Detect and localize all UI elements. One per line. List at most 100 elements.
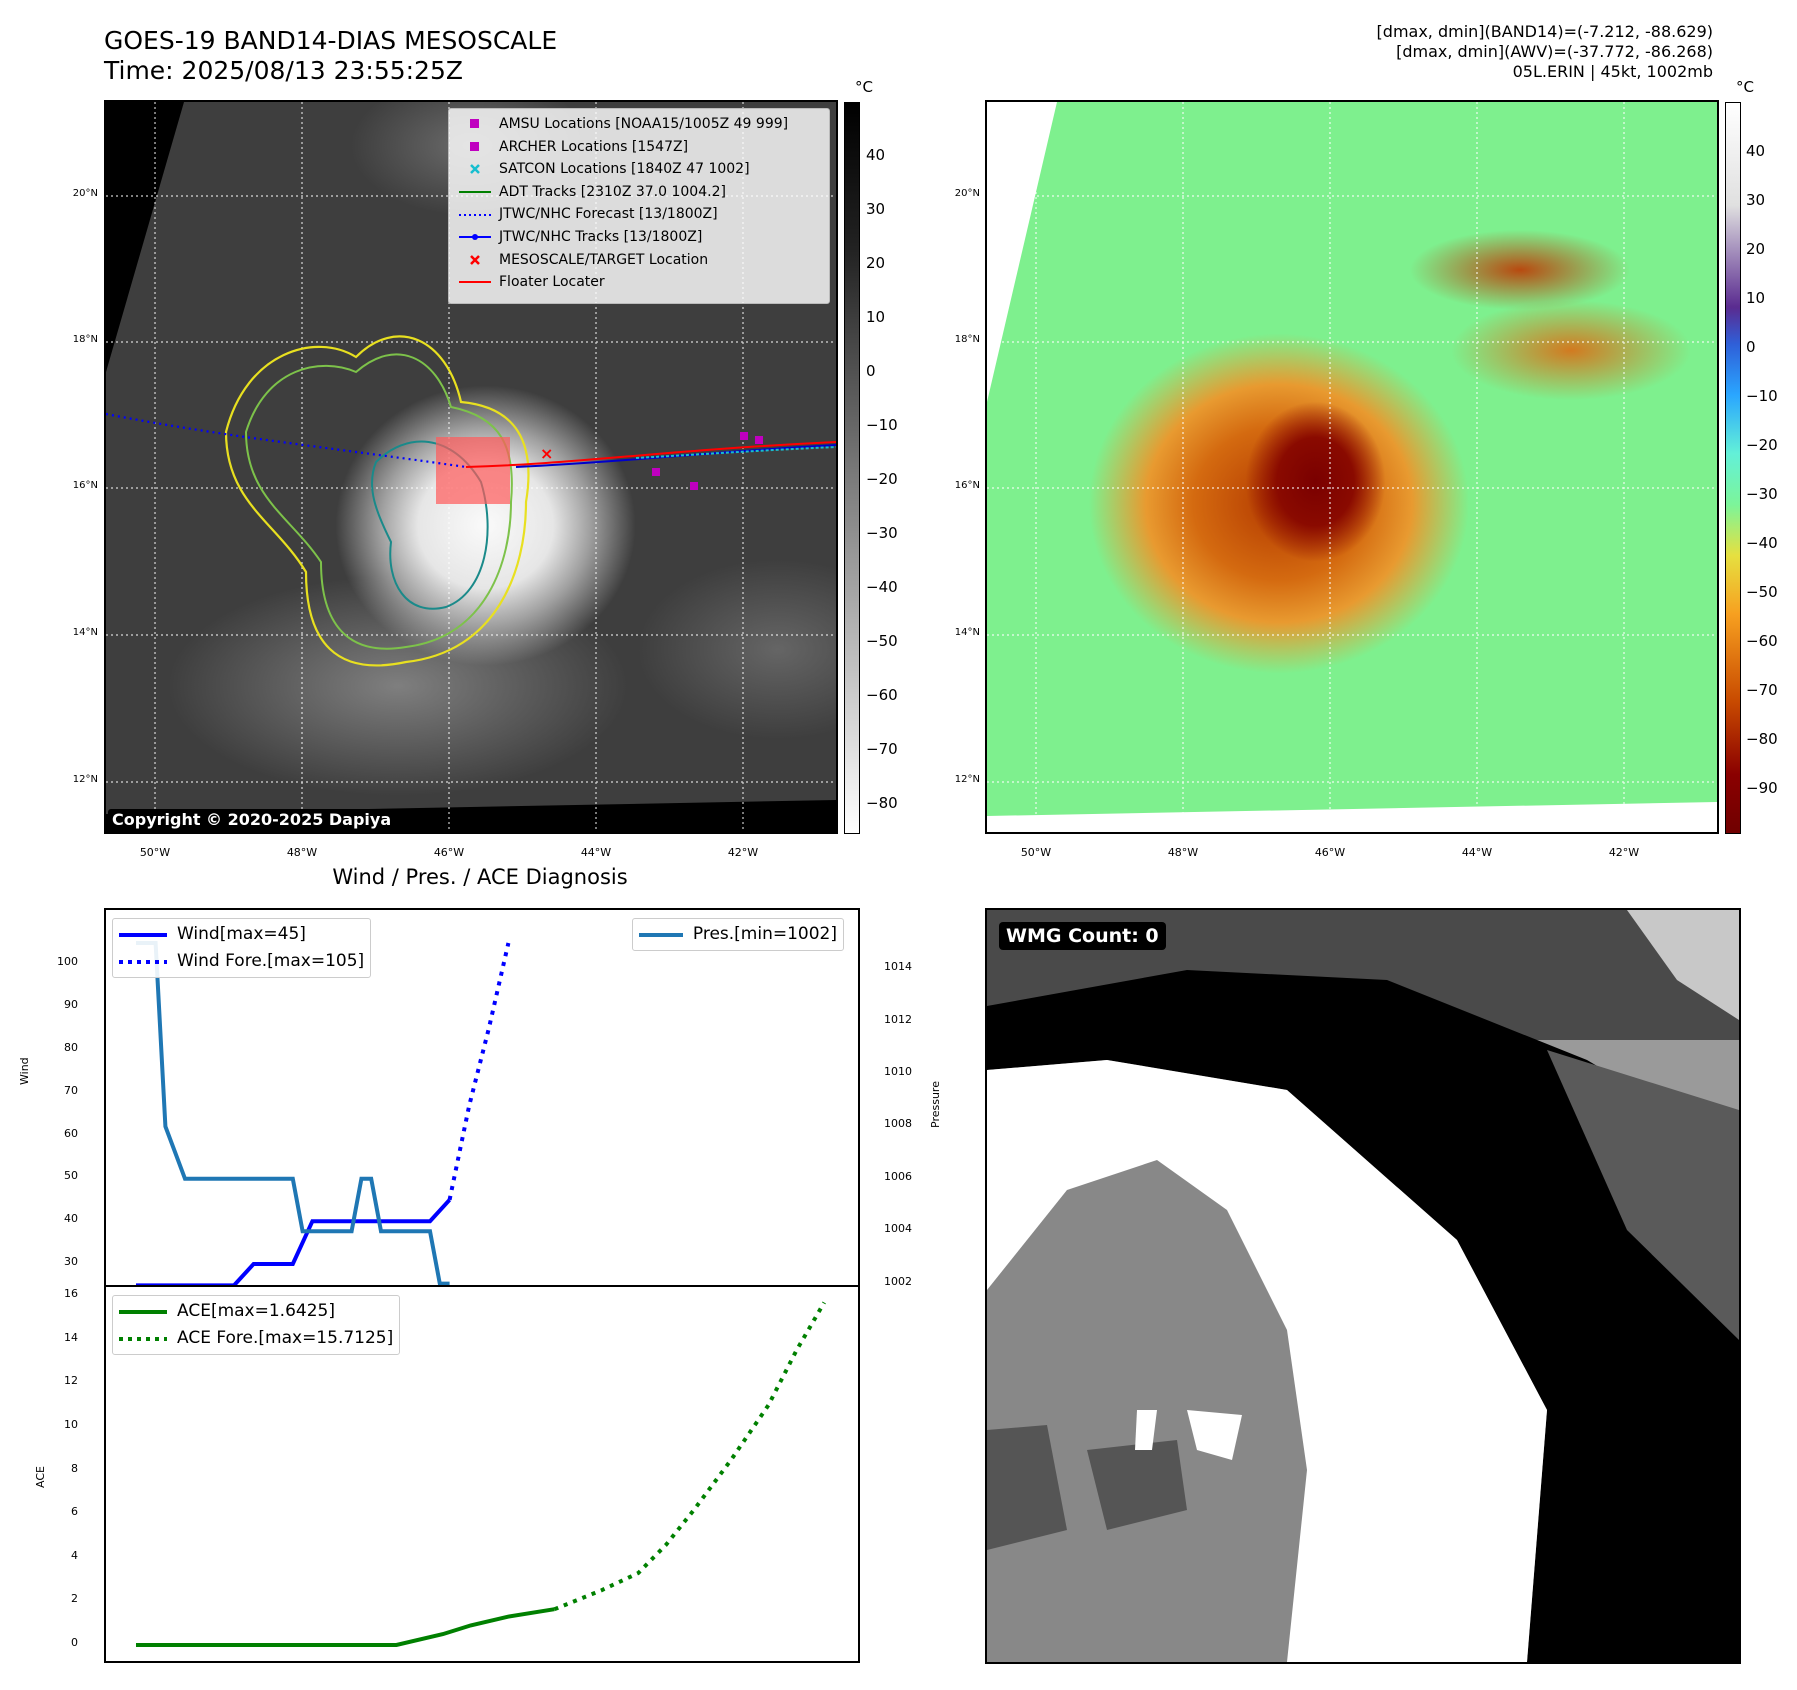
no-data-wedge-top bbox=[987, 102, 1057, 402]
lon-label-50w: 50°W bbox=[1020, 846, 1052, 859]
pressure-tick-label: 1006 bbox=[884, 1169, 912, 1183]
cb-left-tick: 0 bbox=[866, 362, 876, 380]
wind-pressure-svg bbox=[136, 941, 511, 1285]
ace-plot: ACE[max=1.6425] ACE Fore.[max=15.7125] bbox=[104, 1285, 860, 1663]
wind-tick-label: 90 bbox=[64, 998, 78, 1012]
pressure-tick-label: 1004 bbox=[884, 1222, 912, 1236]
mesoscale-box bbox=[436, 437, 510, 504]
legend-item-ace: ACE[max=1.6425] bbox=[119, 1298, 393, 1325]
dotted-line-icon bbox=[119, 1336, 167, 1341]
ace-tick-label: 6 bbox=[71, 1505, 78, 1519]
dotted-line-icon bbox=[459, 212, 491, 218]
wmg-count-badge: WMG Count: 0 bbox=[999, 922, 1166, 950]
wind-tick-label: 80 bbox=[64, 1041, 78, 1054]
wind-legend: Wind[max=45] Wind Fore.[max=105] bbox=[112, 918, 372, 978]
ace-tick-label: 8 bbox=[71, 1461, 78, 1475]
line-dot-icon bbox=[459, 233, 491, 241]
lat-label-18n: 18°N bbox=[72, 334, 98, 345]
ace-legend: ACE[max=1.6425] ACE Fore.[max=15.7125] bbox=[112, 1295, 401, 1355]
copyright-label: Copyright © 2020-2025 Dapiya bbox=[108, 809, 396, 830]
no-data-wedge-top bbox=[106, 102, 184, 372]
cb-left-tick: 40 bbox=[866, 146, 886, 164]
lat-label-14n: 14°N bbox=[72, 627, 98, 638]
cb-left-tick: −50 bbox=[866, 632, 898, 650]
legend-item-forecast: JTWC/NHC Forecast [13/1800Z] bbox=[459, 203, 821, 226]
ace-tick-label: 12 bbox=[64, 1374, 78, 1388]
cb-right-tick: −50 bbox=[1746, 583, 1778, 601]
awv-overlay bbox=[987, 102, 1717, 832]
legend-item-archer: ARCHER Locations [1547Z] bbox=[459, 136, 821, 159]
no-data-strip-bottom bbox=[987, 802, 1717, 832]
ace-tick-label: 16 bbox=[64, 1287, 78, 1301]
x-icon bbox=[459, 254, 491, 266]
graticule bbox=[987, 102, 1717, 832]
cb-right-tick: −60 bbox=[1746, 632, 1778, 650]
cb-left-tick: −70 bbox=[866, 740, 898, 758]
wind-series-line bbox=[136, 1198, 452, 1285]
legend-label: Wind Fore.[max=105] bbox=[177, 951, 365, 971]
cb-left-tick: −40 bbox=[866, 578, 898, 596]
legend-label: JTWC/NHC Forecast [13/1800Z] bbox=[499, 206, 718, 223]
cb-right-tick: 30 bbox=[1746, 191, 1766, 209]
archer-marker-1 bbox=[652, 468, 660, 476]
pressure-tick-label: 1008 bbox=[884, 1117, 912, 1131]
lat-label-12n: 12°N bbox=[954, 774, 980, 785]
x-icon bbox=[459, 163, 491, 175]
lon-label-44w: 44°W bbox=[1461, 846, 1493, 859]
cb-right-tick: −70 bbox=[1746, 681, 1778, 699]
stats-storm: 05L.ERIN | 45kt, 1002mb bbox=[1512, 62, 1713, 81]
ace-forecast-series-line bbox=[553, 1301, 826, 1612]
cb-left-tick: −60 bbox=[866, 686, 898, 704]
ace-tick-label: 10 bbox=[64, 1418, 78, 1431]
legend-item-satcon: SATCON Locations [1840Z 47 1002] bbox=[459, 158, 821, 181]
legend-label: Floater Locater bbox=[499, 274, 605, 291]
title-line-2: Time: 2025/08/13 23:55:25Z bbox=[104, 56, 463, 85]
archer-marker-2 bbox=[690, 482, 698, 490]
wmg-region-darkgray bbox=[1547, 1050, 1739, 1340]
solid-line-icon bbox=[119, 1309, 167, 1314]
dotted-line-icon bbox=[119, 959, 167, 964]
ace-tick-label: 2 bbox=[71, 1592, 78, 1606]
legend-label: ACE Fore.[max=15.7125] bbox=[177, 1328, 394, 1348]
lon-label-44w: 44°W bbox=[580, 846, 612, 859]
contour-green bbox=[244, 353, 513, 650]
pressure-legend: Pres.[min=1002] bbox=[631, 918, 844, 951]
cb-left-tick: 30 bbox=[866, 200, 886, 218]
cb-right-tick: 10 bbox=[1746, 289, 1766, 307]
wmg-corner-light bbox=[1627, 910, 1739, 1020]
legend-label: ADT Tracks [2310Z 37.0 1004.2] bbox=[499, 183, 726, 200]
lat-label-12n: 12°N bbox=[72, 774, 98, 785]
colorbar-right-unit: °C bbox=[1736, 78, 1754, 96]
wmg-patch-dark bbox=[987, 1425, 1067, 1550]
cb-right-tick: −30 bbox=[1746, 485, 1778, 503]
cb-left-tick: −30 bbox=[866, 524, 898, 542]
stats-awv: [dmax, dmin](AWV)=(-37.772, -86.268) bbox=[1396, 42, 1713, 61]
lon-label-48w: 48°W bbox=[1167, 846, 1199, 859]
lon-label-50w: 50°W bbox=[139, 846, 171, 859]
legend-item-amsu: AMSU Locations [NOAA15/1005Z 49 999] bbox=[459, 113, 821, 136]
colorbar-right bbox=[1725, 102, 1741, 834]
target-marker: × bbox=[540, 444, 553, 463]
wind-ylabel: Wind bbox=[18, 1057, 31, 1085]
satcon-track bbox=[635, 446, 836, 459]
wind-tick-label: 100 bbox=[57, 955, 78, 969]
legend-item-pres: Pres.[min=1002] bbox=[638, 921, 837, 948]
lat-label-18n: 18°N bbox=[954, 334, 980, 345]
ace-tick-label: 4 bbox=[71, 1548, 78, 1562]
stats-band14: [dmax, dmin](BAND14)=(-7.212, -88.629) bbox=[1376, 22, 1713, 41]
colorbar-left-unit: °C bbox=[855, 78, 873, 96]
ace-tick-label: 0 bbox=[71, 1636, 78, 1649]
figure-title: GOES-19 BAND14-DIAS MESOSCALE Time: 2025… bbox=[104, 26, 557, 86]
wind-pressure-plot: Wind[max=45] Wind Fore.[max=105] Pres.[m… bbox=[104, 908, 860, 1287]
lat-label-14n: 14°N bbox=[954, 627, 980, 638]
floater-locater bbox=[465, 441, 836, 468]
title-line-1: GOES-19 BAND14-DIAS MESOSCALE bbox=[104, 26, 558, 55]
line-icon bbox=[459, 279, 491, 285]
colorbar-left bbox=[844, 102, 860, 834]
cb-right-tick: 20 bbox=[1746, 240, 1766, 258]
legend-item-tracks: JTWC/NHC Tracks [13/1800Z] bbox=[459, 226, 821, 249]
wmg-image bbox=[987, 910, 1739, 1662]
lat-label-16n: 16°N bbox=[72, 480, 98, 491]
legend-item-ace-fore: ACE Fore.[max=15.7125] bbox=[119, 1325, 393, 1352]
legend-item-wind: Wind[max=45] bbox=[119, 921, 364, 948]
